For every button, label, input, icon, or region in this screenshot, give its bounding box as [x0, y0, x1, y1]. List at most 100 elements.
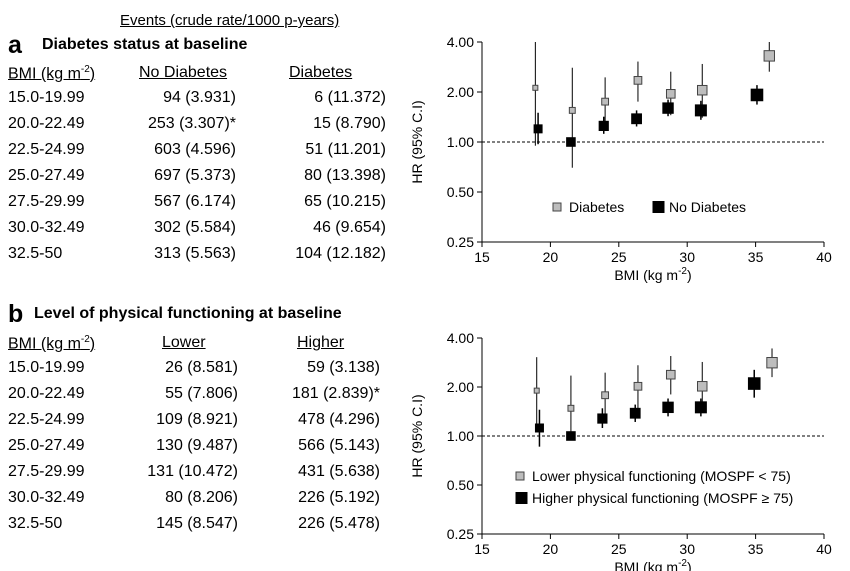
marker-gray-6	[763, 50, 775, 62]
legend-label-1: No Diabetes	[669, 199, 746, 215]
panel-a-cell-r0-c1: 94 (3.931)	[163, 89, 236, 106]
panel-b-cell-r2-c1: 109 (8.921)	[156, 411, 238, 428]
panel-b-higher-header: Higher	[297, 334, 345, 351]
x-axis-label-close: )	[687, 267, 692, 283]
panel-b-cell-r0-c2: 59 (3.138)	[307, 359, 380, 376]
panel-b-cell-r4-c1: 131 (10.472)	[147, 463, 238, 480]
chart-physical-functioning: 0.25 0.50 1.00 2.00 4.00 15 20 25 30 35 40 BMI (kg …	[409, 330, 832, 571]
panel-a-bmi-header: BMI (kg m-2)	[8, 64, 96, 83]
marker-black-2	[598, 120, 609, 132]
panel-a-cell-r4-c2: 65 (10.215)	[304, 193, 386, 210]
y-tick-label: 4.00	[447, 34, 474, 50]
panel-b-cell-r6-c2: 226 (5.478)	[298, 515, 380, 532]
legend-label-1: Higher physical functioning (MOSPF ≥ 75)	[532, 490, 793, 506]
legend-marker-1	[652, 201, 665, 213]
panel-b-bmi-header-text: BMI (kg m	[8, 335, 81, 353]
panel-a-no-diabetes-header: No Diabetes	[139, 64, 228, 81]
events-header: Events (crude rate/1000 p-years)	[120, 12, 340, 29]
panel-a-cell-r2-c2: 51 (11.201)	[305, 141, 386, 158]
panel-b-cell-r1-c1: 55 (7.806)	[165, 385, 238, 402]
marker-gray-3	[633, 76, 643, 85]
legend-marker-0	[515, 471, 525, 481]
x-tick-label: 25	[611, 541, 627, 557]
panel-b-cell-r1-c2: 181 (2.839)*	[291, 385, 380, 402]
panel-b-cell-r6-c1: 145 (8.547)	[156, 515, 238, 532]
panel-a-cell-r6-c1: 313 (5.563)	[154, 245, 236, 262]
marker-gray-5	[696, 84, 708, 96]
y-tick-label: 2.00	[447, 84, 474, 100]
panel-a-cell-r2-c1: 603 (4.596)	[154, 141, 236, 158]
panel-b-cell-r0-c1: 26 (8.581)	[165, 359, 238, 376]
panel-b-cell-r3-c0: 25.0-27.49	[8, 437, 85, 454]
panel-a-cell-r2-c0: 22.5-24.99	[8, 141, 85, 158]
panel-a-cell-r0-c0: 15.0-19.99	[8, 89, 85, 106]
legend-marker-1	[515, 492, 528, 504]
marker-black-0	[533, 124, 543, 134]
marker-gray-2	[601, 391, 610, 400]
panel-a-cell-r5-c2: 46 (9.654)	[313, 219, 386, 236]
marker-gray-4	[665, 369, 676, 380]
marker-black-1	[566, 137, 576, 147]
panel-b-cell-r5-c2: 226 (5.192)	[298, 489, 380, 506]
panel-b-cell-r5-c1: 80 (8.206)	[165, 489, 238, 506]
x-tick-label: 15	[474, 541, 490, 557]
marker-black-5	[694, 104, 707, 117]
marker-black-4	[662, 102, 674, 114]
y-tick-label: 2.00	[447, 379, 474, 395]
x-axis-label-close: )	[687, 559, 692, 571]
x-tick-label: 40	[816, 249, 832, 265]
y-tick-label: 1.00	[447, 134, 474, 150]
x-tick-label: 20	[543, 249, 559, 265]
marker-black-5	[694, 401, 707, 414]
x-tick-label: 15	[474, 249, 490, 265]
panel-b-letter: b	[8, 300, 24, 328]
marker-black-6	[747, 377, 761, 390]
marker-gray-4	[665, 89, 676, 99]
marker-black-6	[750, 88, 764, 102]
x-tick-label: 35	[748, 541, 764, 557]
panel-a-title: Diabetes status at baseline	[42, 36, 248, 53]
panel-b-cell-r1-c0: 20.0-22.49	[8, 385, 85, 402]
x-tick-label: 25	[611, 249, 627, 265]
panel-a-cell-r6-c2: 104 (12.182)	[295, 245, 386, 262]
panel-a-diabetes-header: Diabetes	[289, 64, 353, 81]
x-axis-label-sup: -2	[678, 558, 687, 569]
panel-b-cell-r5-c0: 30.0-32.49	[8, 489, 85, 506]
panel-a-cell-r1-c0: 20.0-22.49	[8, 115, 85, 132]
legend-label-0: Diabetes	[569, 199, 624, 215]
panel-b-bmi-header-sup: -2	[80, 334, 90, 345]
panel-a-cell-r5-c0: 30.0-32.49	[8, 219, 85, 236]
panel-a-cell-r4-c1: 567 (6.174)	[154, 193, 236, 210]
panel-b-cell-r3-c1: 130 (9.487)	[156, 437, 238, 454]
marker-black-3	[629, 407, 641, 419]
marker-gray-1	[567, 404, 575, 412]
x-tick-label: 40	[816, 541, 832, 557]
panel-a-cell-r4-c0: 27.5-29.99	[8, 193, 85, 210]
panel-b-bmi-header: BMI (kg m-2)	[8, 334, 96, 353]
marker-gray-2	[601, 97, 610, 106]
y-axis-label: HR (95% C.I)	[409, 100, 425, 183]
panel-a-cell-r0-c2: 6 (11.372)	[314, 89, 386, 106]
x-tick-label: 30	[679, 541, 695, 557]
marker-gray-6	[766, 357, 778, 369]
panel-a-cell-r1-c1: 253 (3.307)*	[147, 115, 236, 132]
panel-b-cell-r4-c0: 27.5-29.99	[8, 463, 85, 480]
marker-gray-0	[532, 84, 539, 91]
marker-black-3	[631, 113, 642, 125]
marker-gray-1	[568, 106, 576, 114]
marker-black-0	[534, 423, 544, 433]
chart-diabetes-status: 0.25 0.50 1.00 2.00 4.00 15 20 25 30 35 40 BMI (kg …	[409, 34, 832, 283]
panel-a-cell-r5-c1: 302 (5.584)	[154, 219, 236, 236]
x-axis-label-sup: -2	[678, 266, 687, 277]
y-tick-label: 0.25	[447, 234, 474, 250]
panel-b-cell-r0-c0: 15.0-19.99	[8, 359, 85, 376]
y-axis-label: HR (95% C.I)	[409, 394, 425, 477]
panel-a-cell-r1-c2: 15 (8.790)	[313, 115, 386, 132]
x-tick-label: 30	[679, 249, 695, 265]
marker-gray-0	[533, 387, 540, 394]
legend-marker-0	[552, 202, 562, 212]
panel-b-cell-r2-c2: 478 (4.296)	[298, 411, 380, 428]
panel-a-letter: a	[8, 31, 22, 59]
panel-b-cell-r4-c2: 431 (5.638)	[298, 463, 380, 480]
x-axis-label: BMI (kg m-2)	[614, 266, 691, 283]
